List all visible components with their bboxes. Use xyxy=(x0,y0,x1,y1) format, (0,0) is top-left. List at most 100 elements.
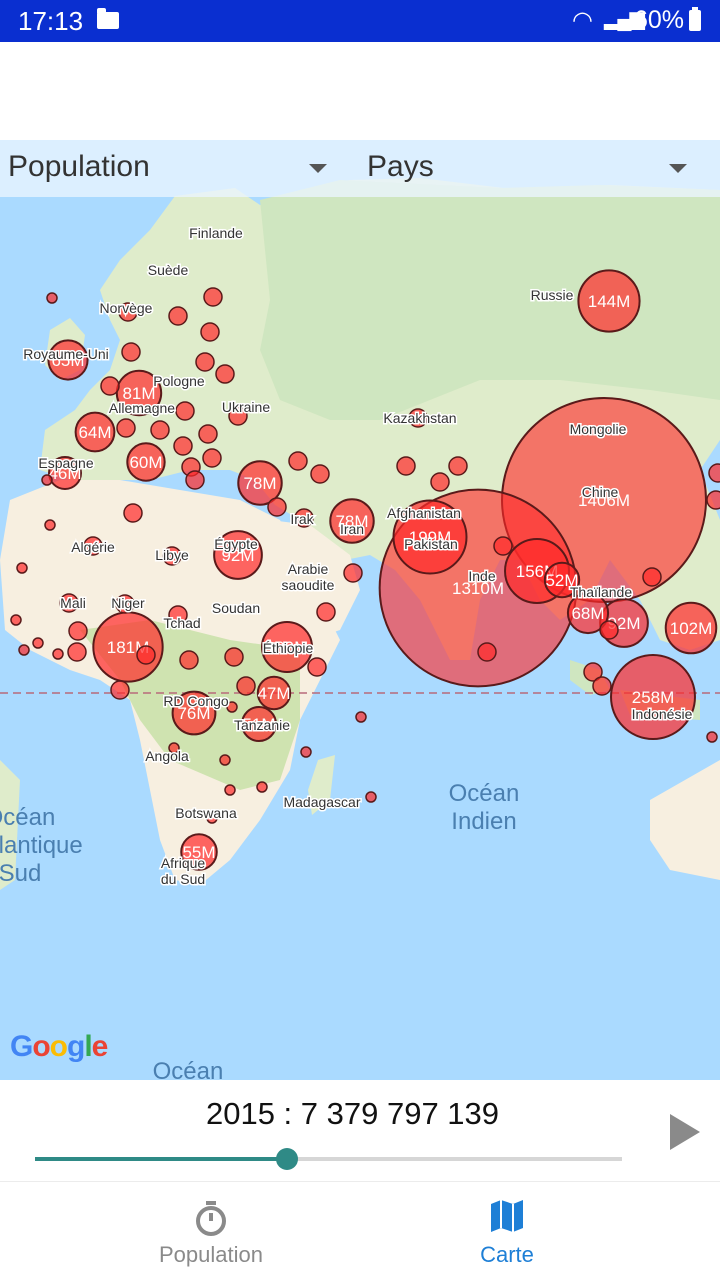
population-bubble-small[interactable] xyxy=(16,562,28,574)
population-bubble-small[interactable] xyxy=(46,292,58,304)
population-bubble-thailand[interactable] xyxy=(566,591,610,635)
population-bubble-small[interactable] xyxy=(10,614,22,626)
population-bubble-small[interactable] xyxy=(288,451,308,471)
map-view[interactable]: 1406M 1310M 258M 199M 181M 156M 144M 102M 100M 92… xyxy=(0,140,720,1080)
population-bubble-small[interactable] xyxy=(123,503,143,523)
population-bubble-small[interactable] xyxy=(168,306,188,326)
population-bubble-small[interactable] xyxy=(408,408,428,428)
population-bubble-small[interactable] xyxy=(355,711,367,723)
population-bubble-small[interactable] xyxy=(300,746,312,758)
bottom-navigation: Population Carte xyxy=(0,1181,720,1281)
population-bubble-small[interactable] xyxy=(150,420,170,440)
population-bubble-small[interactable] xyxy=(448,456,468,476)
population-bubble-small[interactable] xyxy=(67,642,87,662)
population-bubble-small[interactable] xyxy=(59,593,79,613)
population-bubble-russia[interactable] xyxy=(577,269,641,333)
population-bubble-pakistan[interactable] xyxy=(392,499,468,575)
wifi-icon: ◠ xyxy=(572,7,593,34)
population-bubble-small[interactable] xyxy=(224,647,244,667)
population-bubble-small[interactable] xyxy=(110,680,130,700)
bubble-label-spain: 46M xyxy=(48,464,81,483)
population-bubble-small[interactable] xyxy=(173,436,193,456)
population-bubble-small[interactable] xyxy=(708,463,720,483)
chevron-down-icon[interactable] xyxy=(309,164,327,173)
population-bubble-small[interactable] xyxy=(162,546,182,566)
population-bubble-small[interactable] xyxy=(116,418,136,438)
population-bubble-small[interactable] xyxy=(121,342,141,362)
population-bubble-small[interactable] xyxy=(706,731,718,743)
population-bubble-small[interactable] xyxy=(226,701,238,713)
population-bubble-small[interactable] xyxy=(706,490,720,510)
population-bubble-small[interactable] xyxy=(310,464,330,484)
population-bubble-small[interactable] xyxy=(267,497,287,517)
nav-population[interactable]: Population xyxy=(61,1182,361,1281)
population-bubble-small[interactable] xyxy=(168,742,180,754)
metric-dropdown[interactable]: Population xyxy=(8,150,150,183)
population-bubble-small[interactable] xyxy=(115,594,135,614)
population-bubble-small[interactable] xyxy=(68,621,88,641)
population-bubble-small[interactable] xyxy=(168,605,188,625)
population-bubble-small[interactable] xyxy=(224,784,236,796)
population-bubble-small[interactable] xyxy=(215,364,235,384)
population-bubble-small[interactable] xyxy=(430,472,450,492)
population-bubble-small[interactable] xyxy=(219,754,231,766)
grouping-dropdown[interactable]: Pays xyxy=(367,150,434,183)
population-bubble-southafrica[interactable] xyxy=(180,833,218,871)
year-slider-thumb[interactable] xyxy=(276,1148,299,1170)
population-bubble-small[interactable] xyxy=(477,642,497,662)
bubble-label-egypt: 92M xyxy=(221,546,254,565)
population-bubble-small[interactable] xyxy=(307,657,327,677)
population-bubble-small[interactable] xyxy=(365,791,377,803)
population-bubble-drcongo[interactable] xyxy=(171,690,217,736)
nav-carte[interactable]: Carte xyxy=(357,1182,657,1281)
population-bubble-france[interactable] xyxy=(74,411,116,453)
population-bubble-small[interactable] xyxy=(41,474,53,486)
population-bubble-small[interactable] xyxy=(583,662,603,682)
population-bubble-small[interactable] xyxy=(493,536,513,556)
population-bubble-small[interactable] xyxy=(18,644,30,656)
population-bubble-kenya[interactable] xyxy=(256,675,292,711)
play-icon[interactable] xyxy=(670,1114,700,1150)
population-bubble-small[interactable] xyxy=(343,563,363,583)
population-bubble-small[interactable] xyxy=(200,322,220,342)
population-bubble-small[interactable] xyxy=(179,650,199,670)
population-bubble-small[interactable] xyxy=(136,645,156,665)
population-bubble-germany[interactable] xyxy=(115,369,163,417)
population-bubble-small[interactable] xyxy=(642,567,662,587)
population-bubble-small[interactable] xyxy=(198,424,218,444)
population-bubble-small[interactable] xyxy=(118,302,138,322)
population-bubble-small[interactable] xyxy=(206,812,218,824)
population-bubble-small[interactable] xyxy=(396,456,416,476)
population-bubble-small[interactable] xyxy=(236,676,256,696)
chevron-down-icon[interactable] xyxy=(669,164,687,173)
population-bubble-small[interactable] xyxy=(32,637,44,649)
population-bubble-small[interactable] xyxy=(203,287,223,307)
population-bubble-small[interactable] xyxy=(228,406,248,426)
population-bubble-small[interactable] xyxy=(175,401,195,421)
population-bubble-italy[interactable] xyxy=(126,442,166,482)
population-bubble-small[interactable] xyxy=(202,448,222,468)
population-bubble-small[interactable] xyxy=(294,508,314,528)
population-bubble-philippines[interactable] xyxy=(664,601,718,655)
population-bubble-uk[interactable] xyxy=(47,339,89,381)
population-bubble-iran[interactable] xyxy=(329,498,375,544)
population-bubble-small[interactable] xyxy=(83,536,103,556)
population-bubble-ethiopia[interactable] xyxy=(261,621,313,673)
population-bubble-egypt[interactable] xyxy=(213,530,263,580)
population-bubble-small[interactable] xyxy=(44,519,56,531)
population-bubble-myanmar[interactable] xyxy=(543,561,581,599)
population-bubble-small[interactable] xyxy=(185,470,205,490)
population-bubble-tanzania[interactable] xyxy=(241,706,277,742)
population-bubble-small[interactable] xyxy=(52,648,64,660)
population-bubble-small[interactable] xyxy=(316,602,336,622)
year-slider-track[interactable] xyxy=(35,1157,622,1161)
population-bubble-small[interactable] xyxy=(100,376,120,396)
population-bubble-small[interactable] xyxy=(256,781,268,793)
population-bubble-indonesia[interactable] xyxy=(610,654,696,740)
nav-carte-label: Carte xyxy=(480,1242,534,1267)
population-bubble-spain[interactable] xyxy=(48,456,82,490)
population-bubble-small[interactable] xyxy=(599,620,619,640)
population-bubble-small[interactable] xyxy=(195,352,215,372)
population-bubble-turkey[interactable] xyxy=(237,460,283,506)
population-bubble-small[interactable] xyxy=(592,676,612,696)
